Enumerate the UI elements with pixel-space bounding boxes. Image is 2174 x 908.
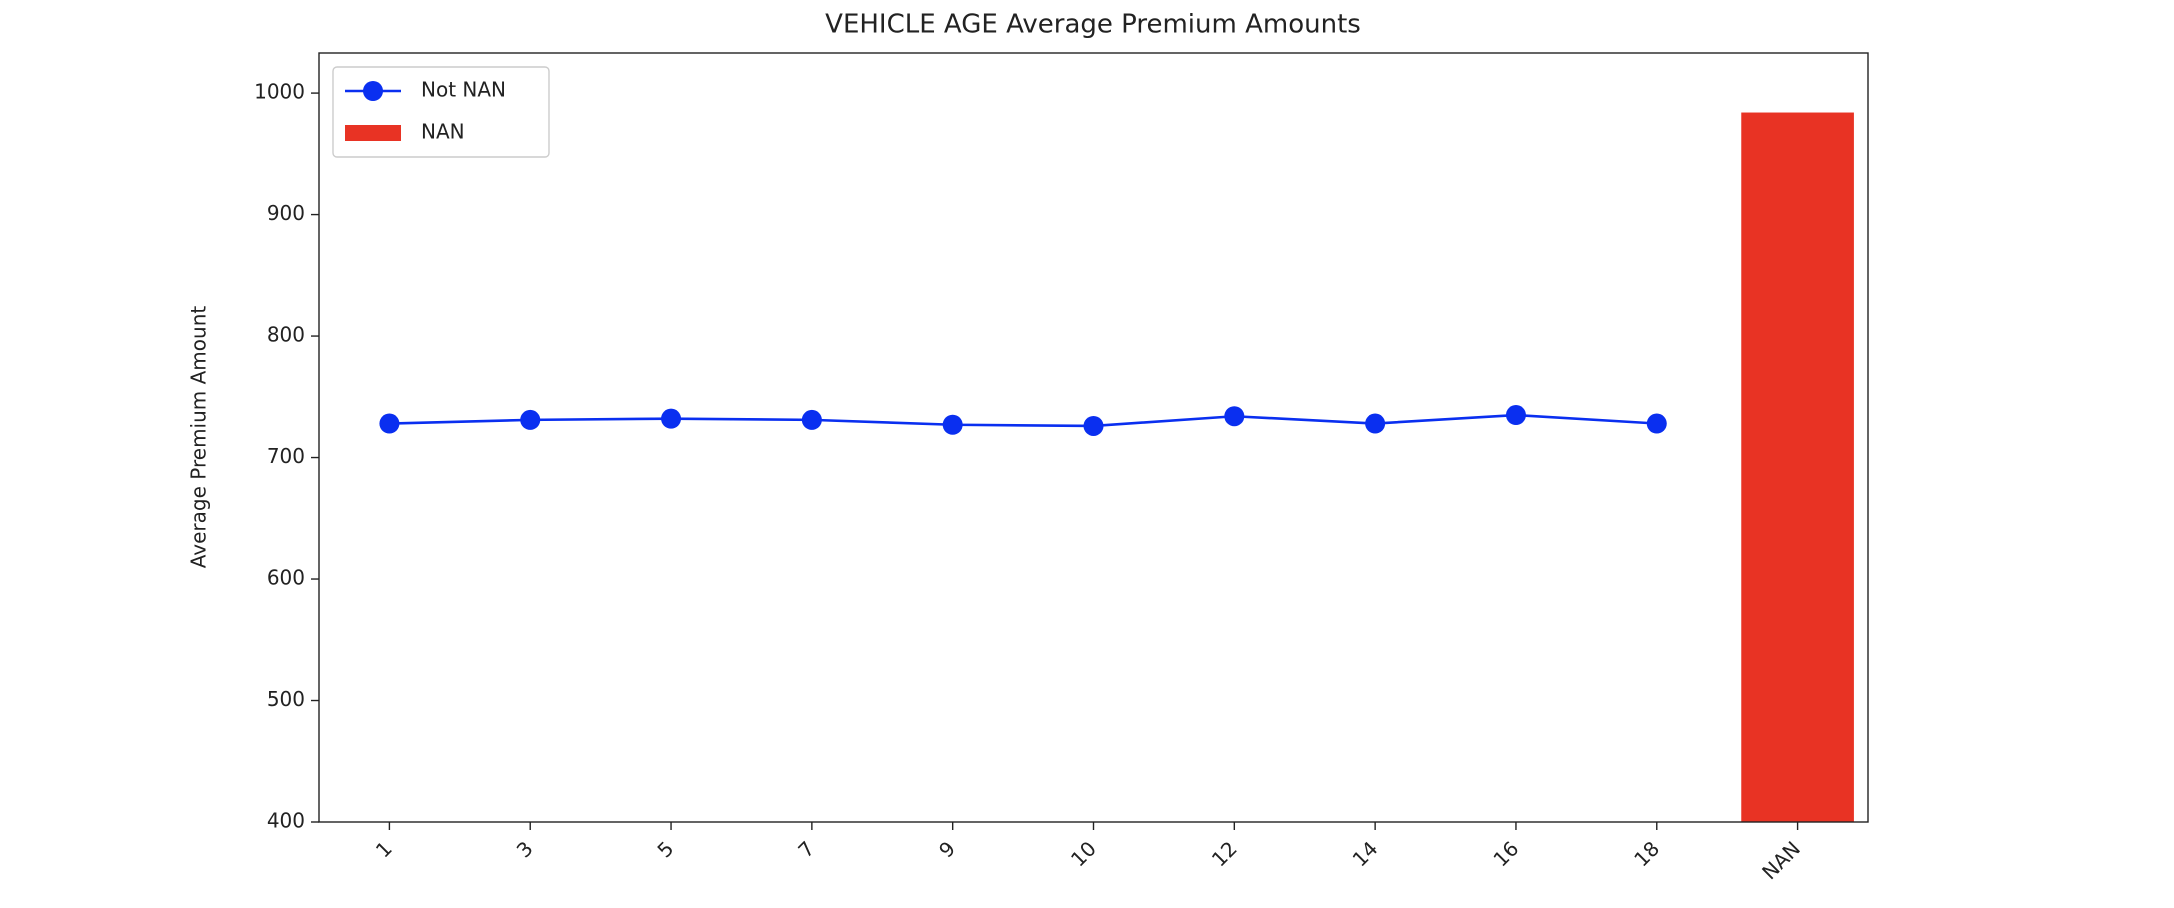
y-tick-label: 1000 [254, 80, 305, 104]
bar [1741, 112, 1854, 822]
marker [801, 409, 822, 430]
y-tick-label: 900 [267, 201, 305, 225]
y-tick-label: 600 [267, 566, 305, 590]
x-tick-label: 12 [1207, 836, 1242, 871]
marker [1646, 413, 1667, 434]
x-tick-label: 7 [793, 836, 819, 862]
x-tick-label: 1 [371, 836, 397, 862]
x-tick-label: 10 [1066, 836, 1101, 871]
x-tick-label: 9 [934, 836, 960, 862]
legend-swatch [345, 125, 401, 141]
y-tick-label: 400 [267, 809, 305, 833]
x-tick-label: 3 [512, 836, 538, 862]
marker [661, 408, 682, 429]
marker [379, 413, 400, 434]
chart-title: VEHICLE AGE Average Premium Amounts [825, 10, 1361, 40]
x-tick-label: 18 [1629, 836, 1664, 871]
y-axis-label: Average Premium Amount [187, 306, 211, 569]
y-tick-label: 800 [267, 323, 305, 347]
y-tick-label: 500 [267, 687, 305, 711]
marker [520, 409, 541, 430]
marker [1365, 413, 1386, 434]
legend-label: Not NAN [421, 78, 506, 102]
marker [1083, 415, 1104, 436]
x-tick-label: 16 [1488, 836, 1523, 871]
x-tick-label: 5 [652, 836, 678, 862]
line [389, 413, 1657, 428]
axes-frame [318, 52, 1869, 823]
x-tick-label: NAN [1757, 836, 1805, 884]
legend-label: NAN [421, 120, 465, 144]
marker [1505, 405, 1526, 426]
legend-marker [363, 81, 383, 101]
marker [942, 414, 963, 435]
marker [1224, 406, 1245, 427]
x-tick-label: 14 [1348, 836, 1383, 871]
y-tick-label: 700 [267, 444, 305, 468]
